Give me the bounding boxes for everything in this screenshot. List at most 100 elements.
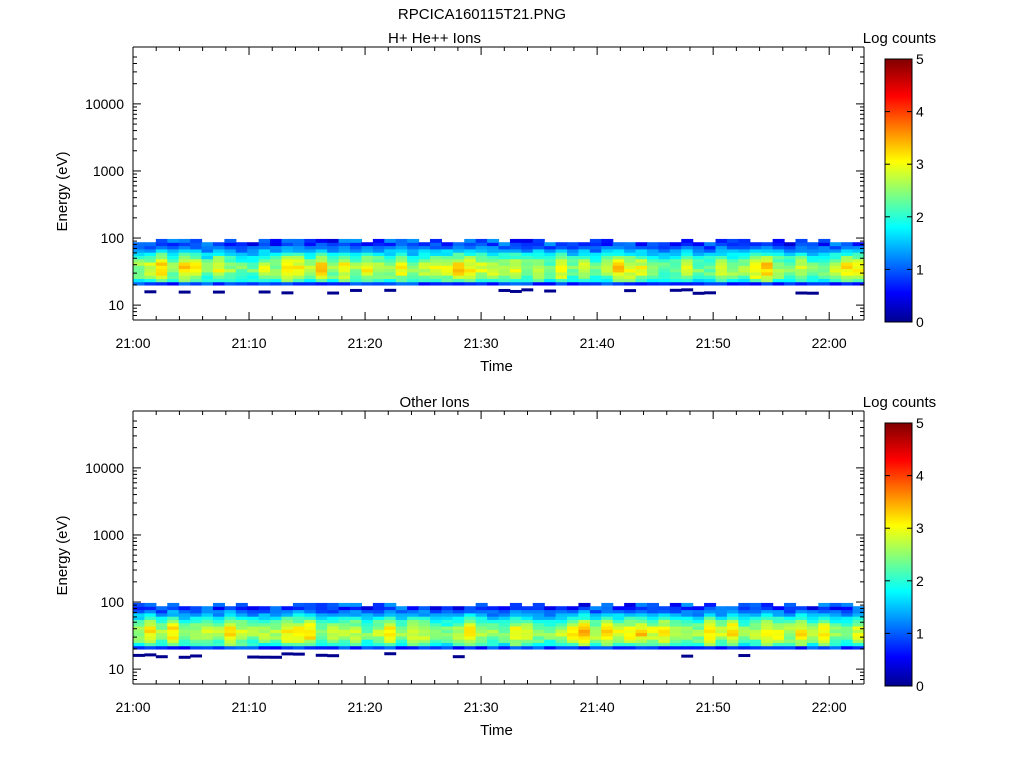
spectrogram-cell [133,629,146,634]
spectrogram-cell [669,635,682,640]
spectrogram-cell [350,271,363,276]
spectrogram-cell [601,238,614,243]
spectrogram-cell [384,629,397,634]
spectrogram-cell [841,639,854,643]
spectrogram-cell [201,248,214,253]
spectrogram-cell [384,606,397,611]
spectrogram-cell [806,635,819,640]
spectrogram-cell [578,265,591,270]
spectrogram-cell [646,255,659,260]
spectrogram-cell [578,635,591,640]
spectrogram-cell [601,281,614,286]
spectrogram-cell [612,645,625,650]
spectrogram-cell [178,622,191,627]
spectrogram-cell [829,632,842,637]
spectrogram-cell [669,278,682,283]
spectrogram-cell [749,281,762,286]
spectrogram-cell [669,606,682,611]
spectrogram-cell [681,288,694,292]
spectrogram-cell [178,635,191,640]
spectrogram-cell [133,612,146,617]
spectrogram-cell [452,629,465,634]
spectrogram-cell [589,619,602,624]
spectrogram-cell [487,622,500,627]
spectrogram-cell [726,245,739,250]
spectrogram-cell [726,616,739,620]
spectrogram-cell [624,625,637,630]
colorbar-tick-label: 0 [916,678,924,694]
spectrogram-cell [578,278,591,283]
spectrogram-cell [624,635,637,640]
spectrogram-cell [144,642,157,647]
spectrogram-cell [212,261,225,266]
spectrogram-cell [829,278,842,283]
spectrogram-cell [795,639,808,643]
spectrogram-cell [612,281,625,286]
spectrogram-cell [281,275,294,279]
spectrogram-cell [532,248,545,253]
spectrogram-cell [761,245,774,250]
spectrogram-cell [658,609,671,614]
spectrogram-cell [281,625,294,630]
spectrogram-cell [487,268,500,273]
spectrogram-cell [201,278,214,283]
spectrogram-cell [669,275,682,279]
spectrogram-cell [292,242,305,247]
spectrogram-cell [201,619,214,624]
spectrogram-cell [784,268,797,273]
spectrogram-cell [464,635,477,640]
spectrogram-cell [487,245,500,250]
spectrogram-cell [395,612,408,617]
spectrogram-cell [464,622,477,627]
spectrogram-cell [407,245,420,250]
spectrogram-cell [784,281,797,286]
spectrogram-cell [521,625,534,630]
spectrogram-cell [292,639,305,643]
spectrogram-cell [384,639,397,643]
spectrogram-cell [806,622,819,627]
spectrogram-cell [681,252,694,256]
spectrogram-cell [704,248,717,253]
spectrogram-cell [509,245,522,250]
spectrogram-cell [372,255,385,260]
spectrogram-cell [212,258,225,263]
spectrogram-cell [212,252,225,256]
spectrogram-cell [247,255,260,260]
spectrogram-cell [692,645,705,650]
spectrogram-cell [315,258,328,263]
spectrogram-cell [829,642,842,647]
spectrogram-cell [327,622,340,627]
spectrogram-cell [144,281,157,286]
spectrogram-cell [841,281,854,286]
spectrogram-cell [178,238,191,243]
spectrogram-cell [464,271,477,276]
spectrogram-cell [395,635,408,640]
spectrogram-cell [601,248,614,253]
spectrogram-cell [155,261,168,266]
spectrogram-cell [784,616,797,620]
spectrogram-cell [372,639,385,643]
spectrogram-cell [578,645,591,650]
spectrogram-cell [258,616,271,620]
spectrogram-cell [544,258,557,263]
spectrogram-cell [133,242,146,247]
spectrogram-cell [441,242,454,247]
spectrogram-cell [498,255,511,260]
spectrogram-cell [372,248,385,253]
spectrogram-cell [795,616,808,620]
spectrogram-cell [658,242,671,247]
spectrogram-cell [555,278,568,283]
spectrogram-cell [395,248,408,253]
spectrogram-cell [487,261,500,266]
spectrogram-cell [281,632,294,637]
spectrogram-cell [852,258,865,263]
spectrogram-cell [201,275,214,279]
spectrogram-cell [521,645,534,650]
spectrogram-cell [452,268,465,273]
spectrogram-cell [350,281,363,286]
spectrogram-cell [829,635,842,640]
spectrogram-cell [829,602,842,607]
spectrogram-cell [407,281,420,286]
spectrogram-cell [555,639,568,643]
spectrogram-cell [452,622,465,627]
